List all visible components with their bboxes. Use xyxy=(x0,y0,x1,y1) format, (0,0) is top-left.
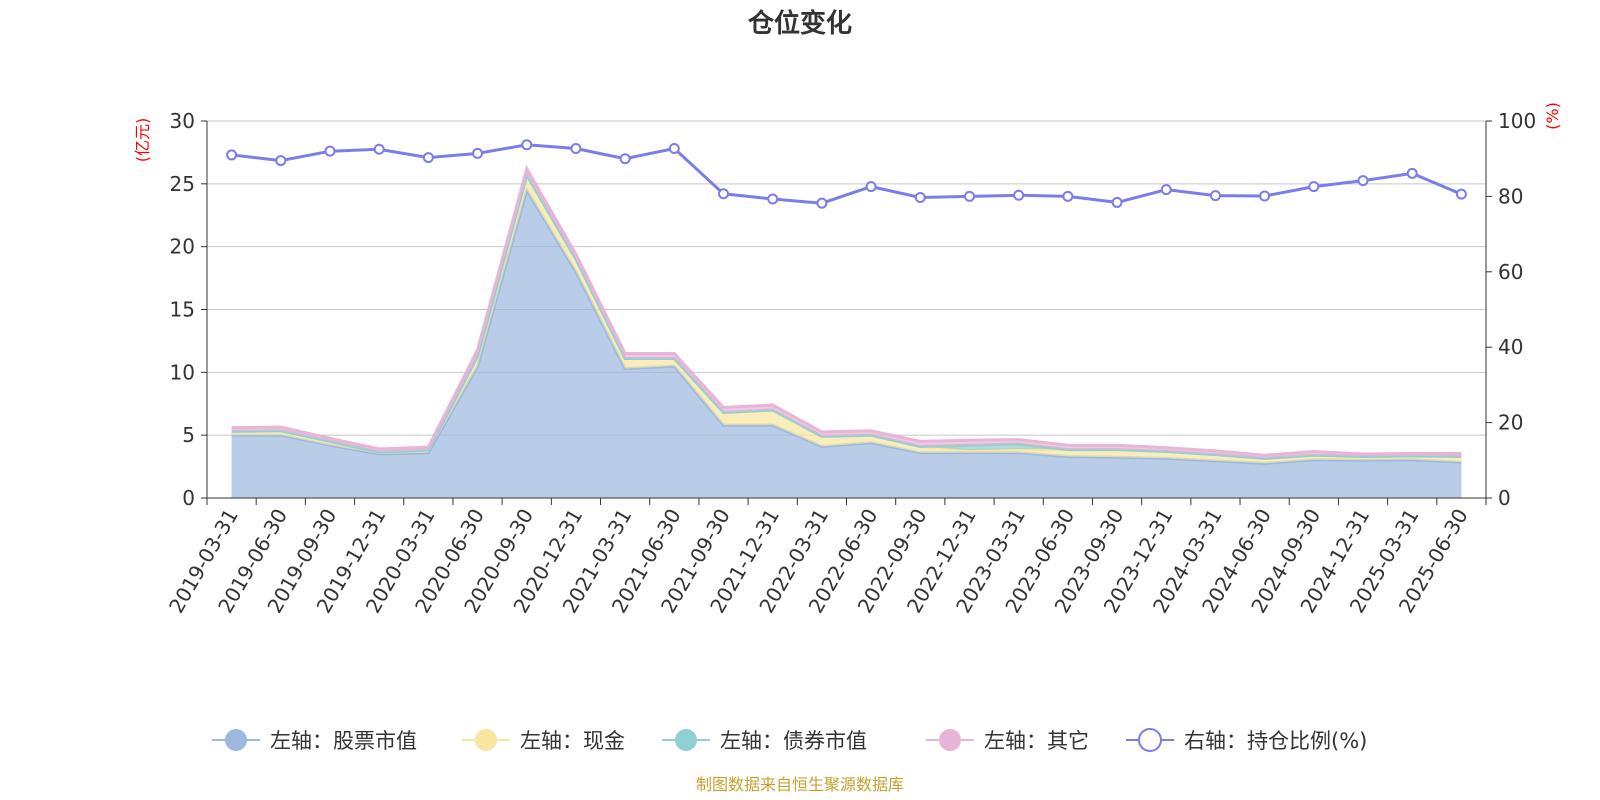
area-fill xyxy=(231,175,1462,464)
holding-ratio-point xyxy=(422,152,434,164)
holding-ratio-point xyxy=(1455,188,1467,200)
left-axis-tick-label: 10 xyxy=(170,360,195,384)
right-axis-tick-label: 0 xyxy=(1498,486,1511,510)
grid-lines xyxy=(207,120,1486,436)
holding-ratio-point xyxy=(324,145,336,157)
holding-ratio-point xyxy=(1209,190,1221,202)
legend-item[interactable]: 左轴：现金 xyxy=(462,729,625,753)
area-fill xyxy=(231,175,1462,459)
legend-label: 左轴：股票市值 xyxy=(270,729,417,753)
legend-label: 左轴：其它 xyxy=(984,729,1089,753)
legend-item[interactable]: 左轴：债券市值 xyxy=(662,729,867,753)
holding-ratio-point xyxy=(1062,190,1074,202)
legend-label: 左轴：债券市值 xyxy=(720,729,867,753)
area-fill xyxy=(231,168,1462,459)
holding-ratio-point xyxy=(1308,181,1320,193)
holding-ratio-point xyxy=(570,143,582,155)
legend-marker xyxy=(475,729,497,751)
area-series xyxy=(231,164,1462,498)
left-axis-tick-label: 20 xyxy=(170,235,195,259)
holding-ratio-point xyxy=(816,197,828,209)
right-axis-unit: (%) xyxy=(1543,102,1562,130)
legend-marker xyxy=(225,729,247,751)
legend-marker xyxy=(675,729,697,751)
area-top-line xyxy=(231,171,1462,460)
legend-label: 右轴：持仓比例(%) xyxy=(1184,729,1367,753)
right-axis-tick-label: 60 xyxy=(1498,260,1523,284)
legend-label: 左轴：现金 xyxy=(520,729,625,753)
holding-ratio-point xyxy=(1111,196,1123,208)
holding-ratio-point xyxy=(767,193,779,205)
left-axis-tick-label: 25 xyxy=(170,172,195,196)
area-top-line xyxy=(231,186,1462,465)
holding-ratio-point xyxy=(521,139,533,151)
left-axis-unit: (亿元) xyxy=(133,118,152,163)
left-axis-tick-label: 30 xyxy=(170,109,195,133)
chart-title: 仓位变化 xyxy=(747,8,852,39)
legend[interactable]: 左轴：股票市值 左轴：现金 左轴：债券市值 左轴：其它 右轴：持仓比例(%) xyxy=(212,728,1367,753)
holding-ratio-point xyxy=(619,153,631,165)
holding-ratio-line xyxy=(226,139,1467,209)
area-fill xyxy=(231,190,1462,498)
source-note: 制图数据来自恒生聚源数据库 xyxy=(696,775,904,794)
axes: (亿元) (%) 0510152025300204060801002019-03… xyxy=(133,102,1562,617)
left-axis-tick-label: 0 xyxy=(182,486,195,510)
legend-item[interactable]: 左轴：其它 xyxy=(926,729,1089,753)
right-axis-tick-label: 100 xyxy=(1498,109,1536,133)
holding-ratio-point xyxy=(1357,175,1369,187)
legend-marker xyxy=(1138,728,1162,752)
holding-ratio-point xyxy=(668,143,680,155)
holding-ratio-point xyxy=(1013,189,1025,201)
holding-ratio-point xyxy=(226,149,238,161)
holding-ratio-point xyxy=(1259,190,1271,202)
holding-ratio-point xyxy=(472,147,484,159)
holding-ratio-point xyxy=(865,181,877,193)
holding-ratio-point xyxy=(1406,167,1418,179)
legend-item[interactable]: 右轴：持仓比例(%) xyxy=(1126,728,1367,753)
holding-ratio-point xyxy=(963,190,975,202)
holding-ratio-point xyxy=(914,192,926,204)
area-top-line xyxy=(231,164,1462,457)
holding-ratio-point xyxy=(373,143,385,155)
left-axis-tick-label: 5 xyxy=(182,423,195,447)
right-axis-tick-label: 40 xyxy=(1498,335,1523,359)
area-top-line xyxy=(231,171,1462,460)
holding-ratio-path xyxy=(231,143,1462,205)
legend-item[interactable]: 左轴：股票市值 xyxy=(212,729,417,753)
holding-ratio-point xyxy=(275,155,287,167)
holding-ratio-point xyxy=(718,188,730,200)
legend-marker xyxy=(939,729,961,751)
right-axis-tick-label: 80 xyxy=(1498,184,1523,208)
right-axis-tick-label: 20 xyxy=(1498,411,1523,435)
left-axis-tick-label: 15 xyxy=(170,298,195,322)
holding-ratio-point xyxy=(1160,184,1172,196)
